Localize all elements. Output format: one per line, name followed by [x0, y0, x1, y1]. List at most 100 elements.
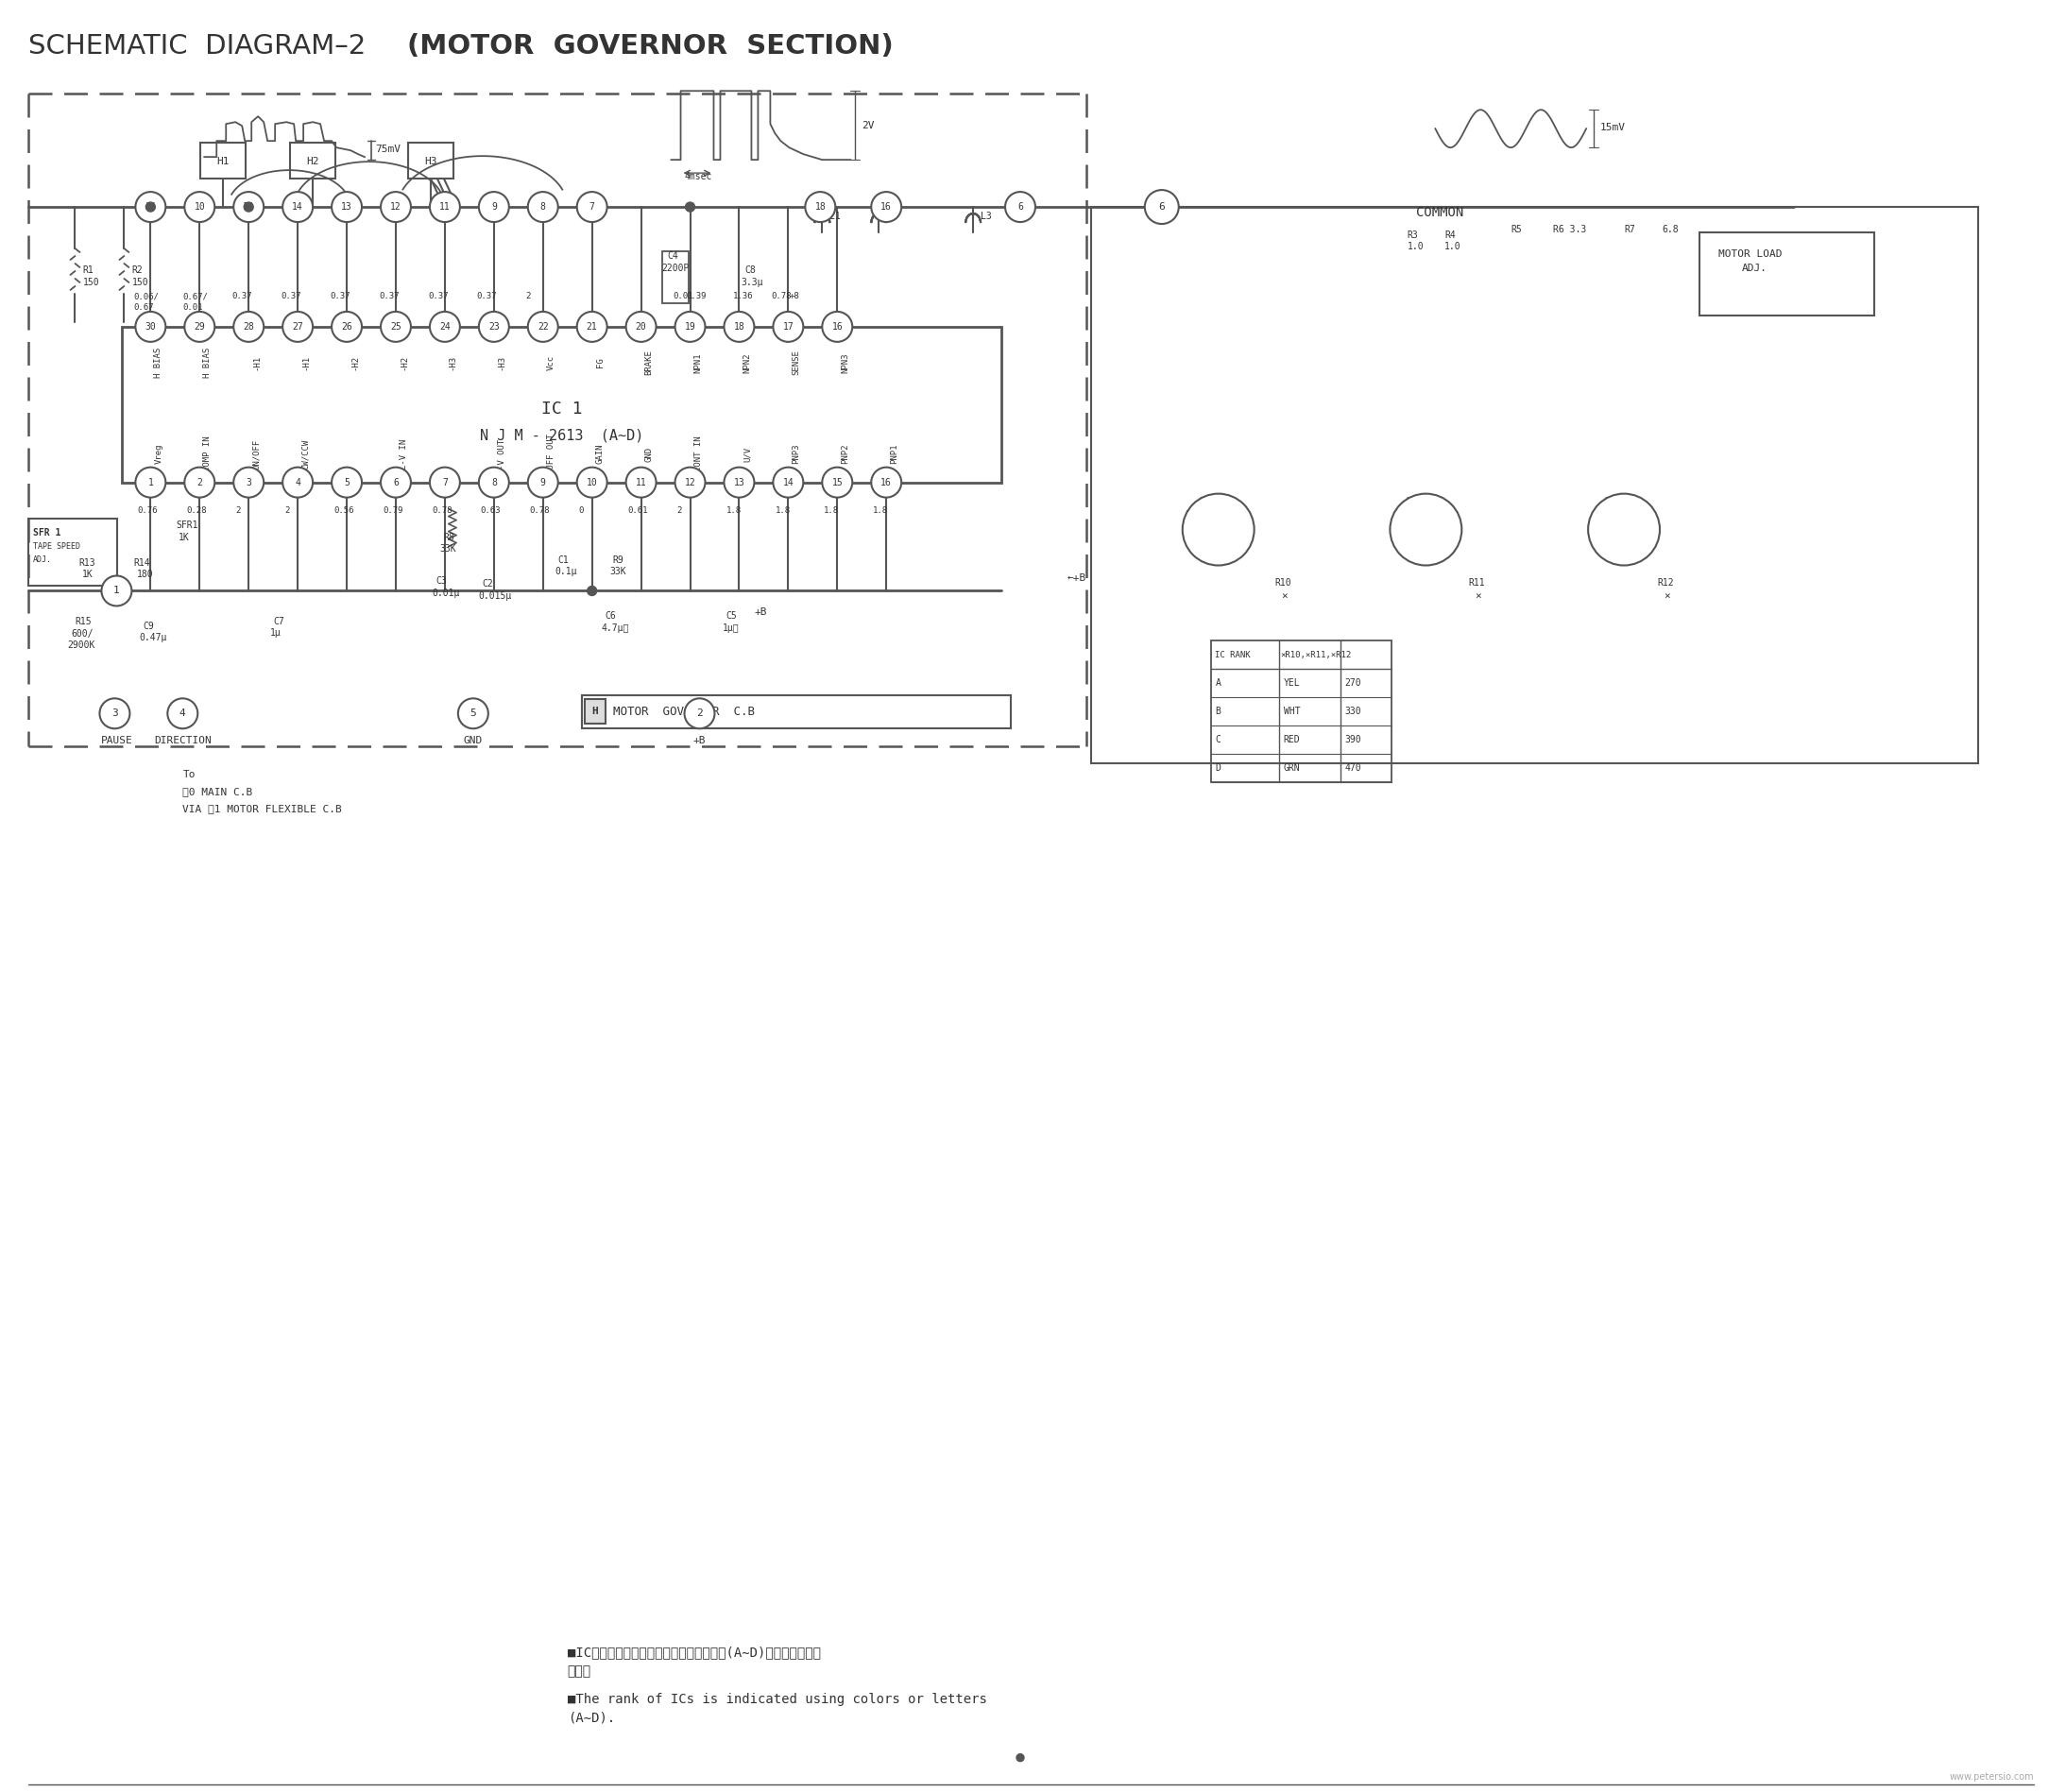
Text: MOTOR LOAD: MOTOR LOAD — [1719, 249, 1783, 258]
Circle shape — [1016, 1754, 1024, 1762]
Text: R13: R13 — [78, 557, 96, 568]
Circle shape — [684, 699, 715, 729]
Circle shape — [805, 192, 836, 222]
Text: COMMON: COMMON — [1416, 206, 1463, 219]
Text: Q3: Q3 — [1199, 496, 1211, 505]
Text: 150: 150 — [131, 278, 148, 287]
Text: 0: 0 — [578, 507, 584, 514]
Circle shape — [822, 312, 852, 342]
Text: 11: 11 — [635, 478, 647, 487]
Text: GRN: GRN — [1283, 763, 1299, 772]
Text: NPN2: NPN2 — [744, 353, 752, 373]
Text: C4: C4 — [668, 251, 678, 260]
Text: 0.01: 0.01 — [674, 292, 693, 301]
Text: ON/OFF: ON/OFF — [252, 439, 260, 470]
Text: 0.39: 0.39 — [686, 292, 707, 301]
Circle shape — [674, 468, 705, 498]
Text: BUFF OUT: BUFF OUT — [547, 434, 555, 475]
Text: H BIAS: H BIAS — [154, 348, 162, 378]
Circle shape — [459, 699, 488, 729]
Text: 15: 15 — [832, 478, 842, 487]
Text: 0.63: 0.63 — [482, 507, 502, 514]
Text: 2SB624: 2SB624 — [1184, 509, 1223, 520]
Text: 4: 4 — [295, 478, 301, 487]
Text: 1.8: 1.8 — [725, 507, 742, 514]
Circle shape — [684, 202, 695, 211]
Text: -H3: -H3 — [449, 355, 457, 371]
Text: 1μ: 1μ — [270, 629, 281, 638]
Text: 3: 3 — [246, 478, 252, 487]
Text: 23: 23 — [488, 323, 500, 332]
Bar — [584, 699, 604, 724]
Text: ←+B: ←+B — [1068, 573, 1086, 584]
Circle shape — [168, 699, 197, 729]
Text: 9: 9 — [541, 478, 545, 487]
Text: 2: 2 — [697, 710, 703, 719]
Text: 30: 30 — [145, 323, 156, 332]
Text: 5: 5 — [344, 478, 350, 487]
Text: 15: 15 — [145, 202, 156, 211]
Text: 4.7μⓉ: 4.7μⓉ — [602, 624, 629, 633]
Text: ⑀0 MAIN C.B: ⑀0 MAIN C.B — [182, 787, 252, 796]
Text: N J M - 2613  (A∼D): N J M - 2613 (A∼D) — [479, 428, 643, 443]
Text: 13: 13 — [734, 478, 744, 487]
Circle shape — [625, 312, 656, 342]
Text: 18: 18 — [734, 323, 744, 332]
Text: PAUSE: PAUSE — [100, 737, 133, 745]
Text: PNP2: PNP2 — [840, 444, 850, 464]
Text: 0.1μ: 0.1μ — [555, 566, 578, 575]
Text: (A∼D).: (A∼D). — [568, 1711, 615, 1724]
Text: 11: 11 — [438, 202, 451, 211]
Circle shape — [578, 468, 607, 498]
Text: R6 3.3: R6 3.3 — [1553, 224, 1586, 235]
Circle shape — [184, 468, 215, 498]
Text: R14: R14 — [133, 557, 150, 568]
Text: 8: 8 — [541, 202, 545, 211]
Circle shape — [102, 575, 131, 606]
Text: H1: H1 — [217, 158, 229, 167]
Circle shape — [332, 312, 363, 342]
Text: GND: GND — [645, 446, 654, 462]
Text: 2: 2 — [197, 478, 203, 487]
Text: 7: 7 — [443, 478, 447, 487]
Text: 16: 16 — [881, 478, 891, 487]
Text: 16: 16 — [832, 323, 842, 332]
Text: R5: R5 — [1510, 224, 1522, 235]
Text: DIRECTION: DIRECTION — [154, 737, 211, 745]
Text: 2SB624: 2SB624 — [1393, 509, 1430, 520]
Text: C5: C5 — [725, 611, 738, 622]
Bar — [123, 326, 1002, 482]
Text: SFR 1: SFR 1 — [33, 527, 59, 538]
Text: 0.78: 0.78 — [531, 507, 549, 514]
Text: R7: R7 — [1625, 224, 1635, 235]
Text: ■The rank of ICs is indicated using colors or letters: ■The rank of ICs is indicated using colo… — [568, 1693, 988, 1706]
Text: -H3: -H3 — [498, 355, 506, 371]
Text: NPN1: NPN1 — [695, 353, 703, 373]
Text: GAIN: GAIN — [596, 444, 604, 464]
Circle shape — [381, 192, 412, 222]
Circle shape — [479, 312, 508, 342]
Text: 3: 3 — [111, 710, 119, 719]
Text: 18: 18 — [816, 202, 826, 211]
Text: 20: 20 — [635, 323, 647, 332]
Text: PNP1: PNP1 — [889, 444, 900, 464]
Circle shape — [184, 192, 215, 222]
Text: 1.8: 1.8 — [824, 507, 840, 514]
Text: 9: 9 — [492, 202, 496, 211]
Text: R11: R11 — [1469, 579, 1486, 588]
Text: PNP3: PNP3 — [793, 444, 801, 464]
Text: 33K: 33K — [611, 566, 627, 575]
Text: R3: R3 — [1408, 231, 1418, 240]
Circle shape — [430, 468, 459, 498]
Text: C6: C6 — [604, 611, 617, 622]
Text: 0.01: 0.01 — [182, 303, 203, 312]
Circle shape — [234, 192, 264, 222]
Text: IC RANK: IC RANK — [1215, 650, 1250, 659]
Circle shape — [283, 192, 313, 222]
Text: L-V IN: L-V IN — [400, 439, 408, 470]
Text: +8: +8 — [789, 292, 799, 301]
Text: L2: L2 — [887, 211, 897, 220]
Text: 1.36: 1.36 — [734, 292, 752, 301]
Text: 12: 12 — [389, 202, 402, 211]
Text: 0.56: 0.56 — [334, 507, 354, 514]
